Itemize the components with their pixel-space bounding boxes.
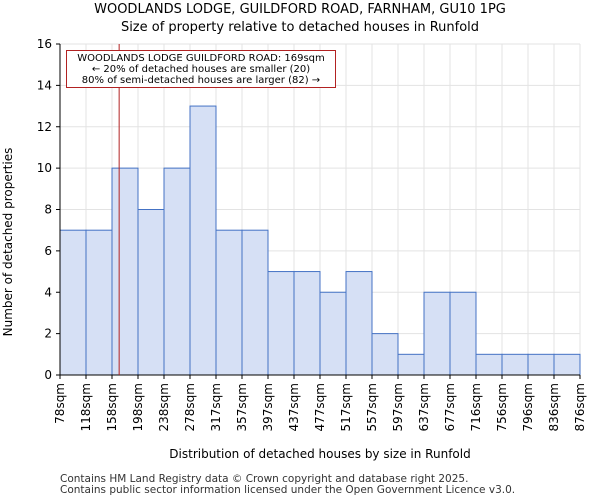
x-tick-label: 397sqm [261, 383, 275, 431]
x-tick-label: 637sqm [417, 383, 431, 431]
histogram-bar [267, 271, 295, 376]
x-tick-label: 78sqm [53, 383, 67, 424]
x-tick-label: 158sqm [105, 383, 119, 431]
histogram-bar [423, 291, 451, 376]
annotation-line-3: 80% of semi-detached houses are larger (… [81, 75, 321, 86]
x-tick-label: 597sqm [391, 383, 405, 431]
histogram-bar [475, 353, 503, 376]
annotation-box: WOODLANDS LODGE GUILDFORD ROAD: 169sqm ←… [66, 50, 336, 88]
annotation-line-2: ← 20% of detached houses are smaller (20… [91, 64, 311, 75]
x-tick-label: 796sqm [521, 383, 535, 431]
y-tick-label: 4 [44, 285, 52, 299]
y-tick-label: 0 [44, 368, 52, 382]
x-tick-label: 477sqm [313, 383, 327, 431]
x-tick-label: 357sqm [235, 383, 249, 431]
x-tick-label: 198sqm [131, 383, 145, 431]
histogram-bar [215, 229, 243, 376]
histogram-bar [293, 271, 321, 376]
y-tick-label: 8 [44, 203, 52, 217]
x-tick-label: 677sqm [443, 383, 457, 431]
x-tick-label: 118sqm [79, 383, 93, 431]
histogram-bar [449, 291, 477, 376]
x-axis-label: Distribution of detached houses by size … [169, 447, 470, 461]
x-tick-label: 836sqm [547, 383, 561, 431]
y-tick-label: 2 [44, 327, 52, 341]
histogram-bar [397, 353, 425, 376]
chart-title: WOODLANDS LODGE, GUILDFORD ROAD, FARNHAM… [94, 2, 506, 17]
histogram-bar [553, 353, 581, 376]
histogram-bar [189, 105, 217, 376]
x-tick-label: 238sqm [157, 383, 171, 431]
histogram-bar [137, 209, 165, 376]
footer-line-2: Contains public sector information licen… [60, 484, 516, 496]
y-axis-label: Number of detached properties [1, 148, 15, 337]
histogram-bar [371, 333, 399, 376]
x-tick-label: 517sqm [339, 383, 353, 431]
histogram-bar [111, 167, 139, 376]
x-tick-label: 278sqm [183, 383, 197, 431]
footer-line-1: Contains HM Land Registry data © Crown c… [60, 473, 469, 485]
x-tick-label: 317sqm [209, 383, 223, 431]
histogram-bar [319, 291, 347, 376]
y-tick-label: 6 [44, 244, 52, 258]
y-tick-label: 14 [37, 78, 52, 92]
histogram-bar [163, 167, 191, 376]
y-tick-label: 10 [37, 161, 52, 175]
histogram-bar [527, 353, 555, 376]
histogram-bar [59, 229, 87, 376]
histogram-bar [241, 229, 269, 376]
annotation-line-1: WOODLANDS LODGE GUILDFORD ROAD: 169sqm [77, 53, 325, 64]
x-tick-label: 756sqm [495, 383, 509, 431]
x-tick-label: 557sqm [365, 383, 379, 431]
histogram-bar [345, 271, 373, 376]
histogram-bar [501, 353, 529, 376]
x-tick-label: 876sqm [573, 383, 587, 431]
y-tick-label: 16 [37, 37, 52, 51]
histogram-bar [85, 229, 113, 376]
y-tick-label: 12 [37, 120, 52, 134]
x-tick-label: 716sqm [469, 383, 483, 431]
x-tick-label: 437sqm [287, 383, 301, 431]
chart-subtitle: Size of property relative to detached ho… [120, 20, 480, 35]
